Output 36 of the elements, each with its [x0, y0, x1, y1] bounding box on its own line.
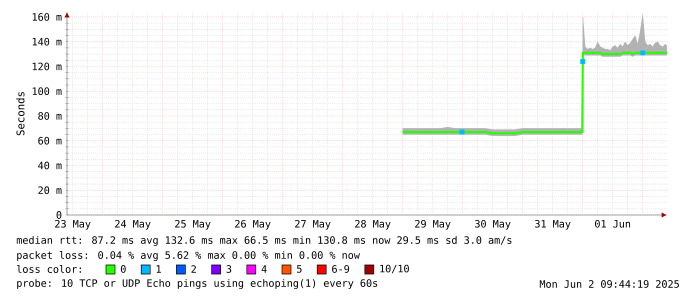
text: packet loss: 0.04 % avg 5.62 % max 0.00 % min 0.00 % now	[17, 251, 360, 261]
text: median rtt: 87.2 ms avg 132.6 ms max 66.5 ms min 130.8 ms now 29.5 ms sd 3.0 am/s	[16, 236, 512, 246]
x-tick-label: 31 May	[535, 220, 571, 230]
legend-label: 3	[226, 265, 232, 273]
legend-title: loss color:	[17, 265, 81, 273]
x-tick-label: 24 May	[115, 220, 151, 230]
y-tick-label: 80 m	[38, 112, 62, 120]
point	[640, 50, 646, 56]
text: probe: 10 TCP or UDP Echo pings using echoping(1) every 60s	[17, 279, 378, 289]
x-tick-label: 28 May	[355, 220, 391, 230]
y-axis-title: Seconds	[16, 92, 24, 136]
legend-label: 5	[296, 265, 302, 273]
y-tick-label: 40 m	[38, 162, 62, 170]
y-tick-label: 0	[56, 211, 62, 219]
x-tick-label: 26 May	[235, 220, 271, 230]
text: Mon Jun 2 09:44:19 2025	[540, 280, 679, 288]
legend-label: 1	[156, 265, 161, 273]
x-tick-label: 27 May	[295, 220, 331, 230]
legend-label: 0	[120, 265, 126, 273]
point	[460, 130, 464, 134]
x-tick-label: 30 May	[475, 220, 511, 230]
y-tick-label: 140 m	[32, 38, 62, 46]
legend-label: 4	[262, 265, 267, 273]
y-tick-label: 120 m	[32, 62, 62, 70]
y-tick-label: 160 m	[32, 13, 62, 21]
x-tick-label: 29 May	[415, 220, 451, 230]
point	[580, 59, 586, 64]
legend-label: 10/10	[380, 264, 409, 274]
legend-label: 2	[191, 265, 196, 273]
x-tick-label: 01 Jun	[595, 220, 630, 228]
y-tick-label: 20 m	[38, 186, 62, 194]
y-tick-label: 100 m	[32, 87, 62, 96]
x-tick-label: 23 May	[55, 220, 91, 230]
y-tick-label: 60 m	[38, 136, 62, 145]
x-tick-label: 25 May	[175, 220, 211, 230]
legend-label: 6-9	[332, 265, 350, 273]
